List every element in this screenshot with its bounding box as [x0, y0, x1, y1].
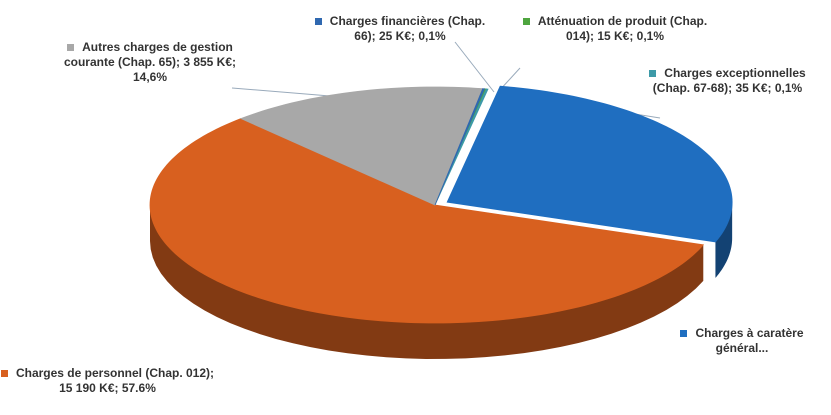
pie-slice-side [150, 205, 704, 359]
legend-marker [649, 70, 657, 78]
leader-line [454, 41, 495, 93]
category-label: Autres charges de gestion courante [63, 40, 233, 69]
legend-marker [680, 330, 688, 338]
pie-slice-side [715, 202, 733, 278]
category-label: Charges financières [329, 14, 445, 28]
value-label: (Chap. 65); 3 855 K€; 14,6% [117, 55, 237, 84]
legend-marker [314, 18, 322, 26]
legend-marker [67, 44, 75, 52]
category-label: Charges exceptionnelles [664, 66, 806, 80]
pie-slice [434, 88, 489, 206]
value-label: (Chap. 012); 15 190 K€; 57.6% [59, 366, 215, 395]
leader-line [231, 87, 331, 97]
category-label: Atténuation de produit [537, 14, 667, 28]
data-label: Charges de personnel (Chap. 012); 15 190… [0, 366, 215, 396]
category-label: Charges à caratère général... [695, 326, 804, 355]
data-label: Charges financières (Chap. 66); 25 K€; 0… [305, 14, 495, 44]
value-label: (Chap. 67-68); 35 K€; 0,1% [652, 81, 803, 95]
pie-slice [149, 118, 705, 324]
category-label: Charges de personnel [15, 366, 142, 380]
data-label: Charges exceptionnelles (Chap. 67-68); 3… [645, 66, 810, 96]
value-label: (Chap. 014); 15 K€; 0,1% [565, 14, 708, 43]
value-label: (Chap. 66); 25 K€; 0,1% [354, 14, 486, 43]
legend-marker [0, 370, 8, 378]
data-label: Atténuation de produit (Chap. 014); 15 K… [520, 14, 710, 44]
pie-slice [434, 88, 486, 206]
pie-slice [239, 86, 484, 206]
data-label: Charges à caratère général... [672, 326, 812, 356]
data-label: Autres charges de gestion courante (Chap… [55, 40, 245, 85]
legend-marker [522, 18, 530, 26]
pie-slice [446, 85, 733, 243]
